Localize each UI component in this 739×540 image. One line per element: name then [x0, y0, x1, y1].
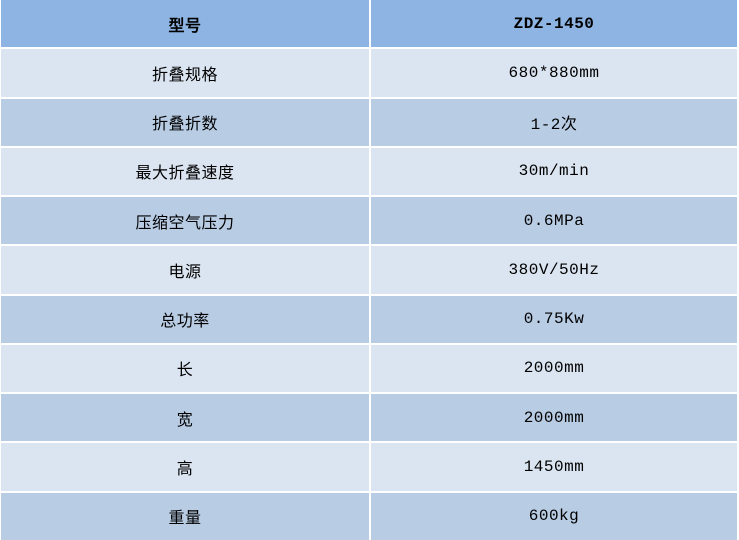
- spec-label: 总功率: [1, 295, 369, 343]
- spec-value: 2000mm: [371, 344, 737, 393]
- spec-label: 电源: [1, 246, 369, 294]
- spec-label: 压缩空气压力: [1, 197, 369, 245]
- table-row: 高 1450mm: [1, 443, 737, 491]
- table-row: 折叠折数 1-2次: [1, 98, 737, 146]
- spec-value: 380V/50Hz: [371, 246, 737, 294]
- spec-value: 680*880mm: [371, 49, 737, 97]
- spec-value: 1450mm: [371, 443, 737, 491]
- spec-value: 1-2次: [371, 98, 737, 146]
- spec-label: 宽: [1, 394, 369, 442]
- spec-label: 折叠折数: [1, 98, 369, 146]
- spec-label: 折叠规格: [1, 49, 369, 97]
- table-row: 折叠规格 680*880mm: [1, 49, 737, 97]
- table-header-row: 型号 ZDZ-1450: [1, 0, 737, 48]
- table-row: 电源 380V/50Hz: [1, 246, 737, 294]
- spec-value: 0.75Kw: [371, 295, 737, 343]
- table-row: 总功率 0.75Kw: [1, 295, 737, 343]
- spec-value: 2000mm: [371, 394, 737, 442]
- spec-value: 30m/min: [371, 147, 737, 196]
- spec-value: 0.6MPa: [371, 197, 737, 245]
- table-row: 重量 600kg: [1, 492, 737, 540]
- spec-value: 600kg: [371, 492, 737, 540]
- spec-label: 长: [1, 344, 369, 393]
- header-value-cell: ZDZ-1450: [371, 0, 737, 48]
- header-label-cell: 型号: [1, 0, 369, 48]
- spec-label: 重量: [1, 492, 369, 540]
- table-row: 宽 2000mm: [1, 394, 737, 442]
- spec-label: 最大折叠速度: [1, 147, 369, 196]
- spec-label: 高: [1, 443, 369, 491]
- table-row: 长 2000mm: [1, 344, 737, 393]
- table-row: 最大折叠速度 30m/min: [1, 147, 737, 196]
- table-row: 压缩空气压力 0.6MPa: [1, 197, 737, 245]
